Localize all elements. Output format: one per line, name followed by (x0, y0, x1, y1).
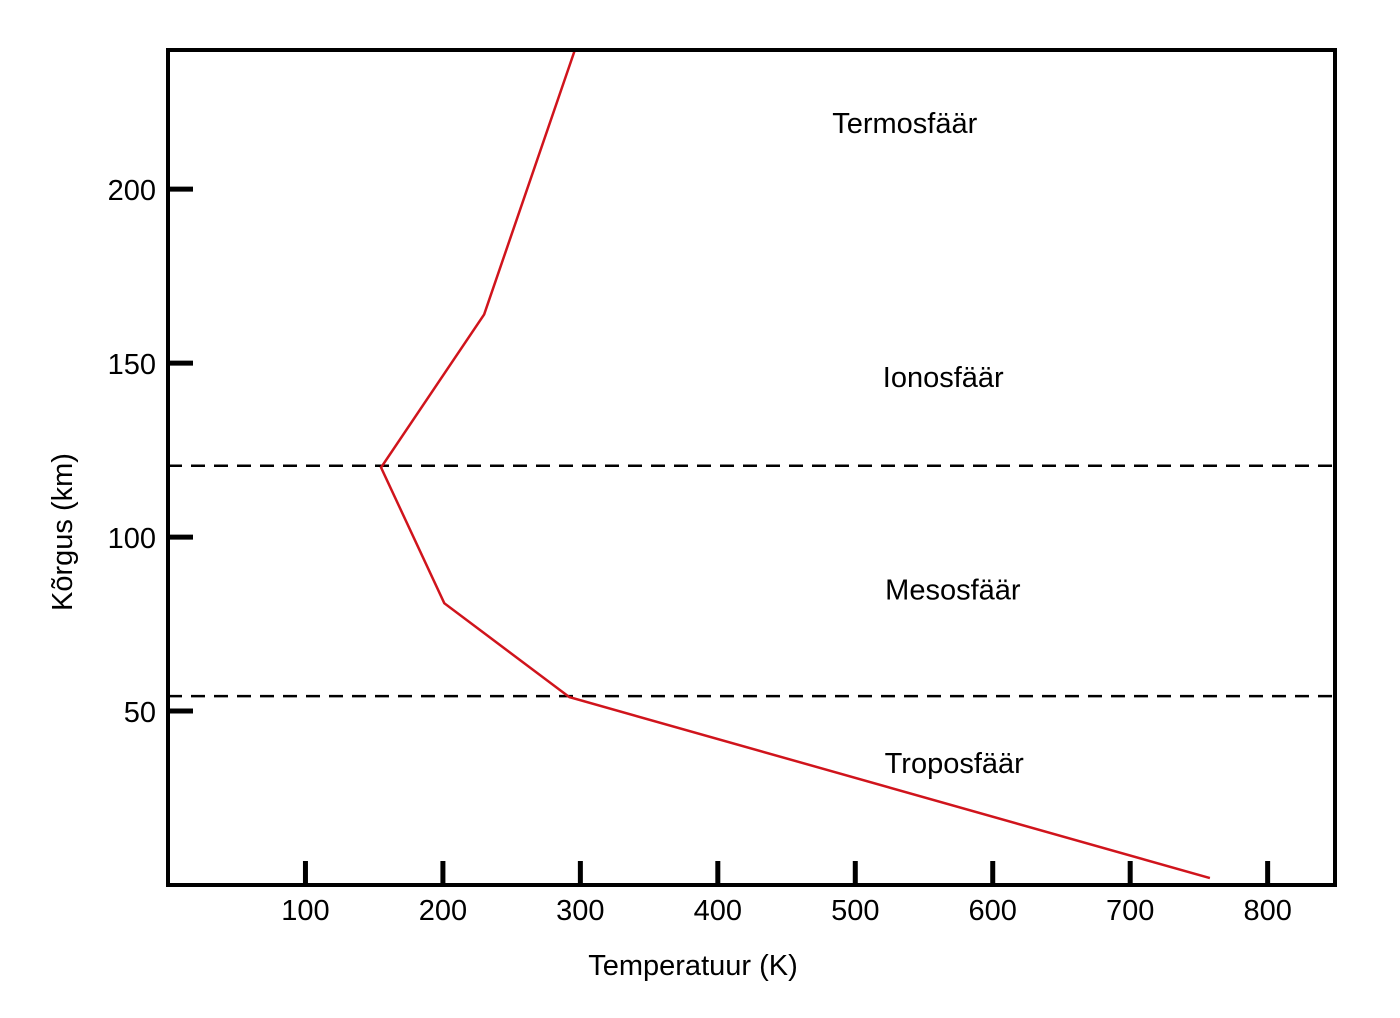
x-tick-label: 600 (969, 895, 1017, 927)
layer-label: Mesosfäär (885, 574, 1021, 606)
layer-label: Termosfäär (832, 108, 977, 140)
x-tick-label: 400 (694, 895, 742, 927)
x-tick-label: 100 (281, 895, 329, 927)
layer-label: Troposfäär (885, 748, 1024, 780)
x-tick-label: 500 (831, 895, 879, 927)
plot-frame (166, 48, 1337, 887)
x-axis-title: Temperatuur (K) (588, 950, 798, 982)
x-tick-label: 700 (1106, 895, 1154, 927)
x-tick-label: 800 (1243, 895, 1291, 927)
layer-label: Ionosfäär (883, 362, 1004, 394)
y-tick-label: 100 (108, 523, 156, 555)
x-tick-label: 200 (419, 895, 467, 927)
y-tick-label: 50 (124, 697, 156, 729)
y-tick-label: 200 (108, 175, 156, 207)
y-tick-label: 150 (108, 349, 156, 381)
x-tick-label: 300 (556, 895, 604, 927)
temperature-profile-line (379, 49, 1211, 880)
y-axis-title: Kõrgus (km) (47, 453, 79, 611)
